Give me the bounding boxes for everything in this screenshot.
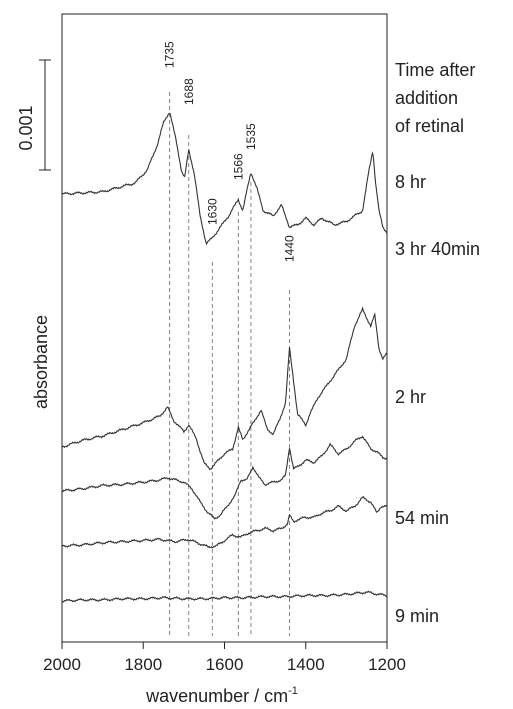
legend-title: Time after addition of retinal	[395, 60, 475, 136]
x-axis-label-text: wavenumber / cm	[145, 686, 288, 706]
trace-2-hr	[62, 435, 388, 520]
trace-9-min	[61, 590, 388, 603]
peak-label-1535: 1535	[244, 123, 258, 150]
legend-title-line-3: of retinal	[395, 116, 464, 136]
peak-label-1735: 1735	[163, 41, 177, 68]
trace-8-hr	[61, 112, 388, 246]
series-label-3-hr-40min: 3 hr 40min	[395, 239, 480, 259]
trace-3-hr-40min	[61, 306, 387, 471]
trace-54-min	[61, 496, 388, 549]
legend-title-line-2: addition	[395, 88, 458, 108]
x-axis-ticks: 2000 1800 1600 1400 1200	[43, 642, 406, 674]
peak-label-1688: 1688	[182, 78, 196, 105]
x-tick-label-1800: 1800	[124, 655, 162, 674]
scale-bar: 0.001	[16, 59, 51, 171]
peak-label-1630: 1630	[205, 198, 219, 225]
x-tick-label-1600: 1600	[206, 655, 244, 674]
y-axis-label: absorbance	[31, 315, 51, 409]
legend-title-line-1: Time after	[395, 60, 475, 80]
x-tick-label-1200: 1200	[368, 655, 406, 674]
plot-frame	[61, 13, 388, 643]
peak-label-1440: 1440	[283, 235, 297, 262]
x-axis-label: wavenumber / cm-1	[145, 685, 298, 706]
x-tick-label-2000: 2000	[43, 655, 81, 674]
peak-labels: 1735 1688 1630 1566 1535 1440	[163, 41, 297, 262]
series-label-8-hr: 8 hr	[395, 172, 426, 192]
series-label-9-min: 9 min	[395, 606, 439, 626]
series-label-54-min: 54 min	[395, 508, 449, 528]
series-label-2-hr: 2 hr	[395, 387, 426, 407]
peak-guide-lines	[169, 92, 290, 636]
peak-label-1566: 1566	[231, 153, 245, 180]
x-axis-label-superscript: -1	[288, 685, 298, 697]
scale-bar-label: 0.001	[16, 105, 36, 150]
spectrum-traces	[61, 112, 388, 603]
x-tick-label-1400: 1400	[287, 655, 325, 674]
series-labels: 8 hr 3 hr 40min 2 hr 54 min 9 min	[395, 172, 480, 626]
